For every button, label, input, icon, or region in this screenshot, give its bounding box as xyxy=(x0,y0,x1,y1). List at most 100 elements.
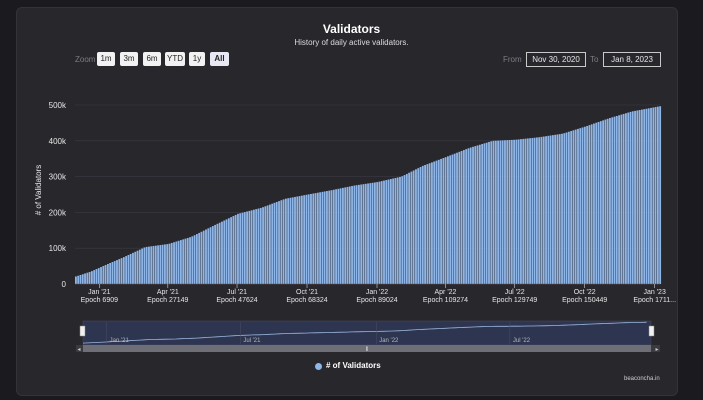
bar[interactable] xyxy=(175,241,178,284)
navigator-selection[interactable] xyxy=(82,320,652,346)
bar[interactable] xyxy=(227,218,230,284)
bar[interactable] xyxy=(150,246,153,284)
bar[interactable] xyxy=(483,143,486,284)
bar[interactable] xyxy=(474,146,477,284)
scroll-right-arrow-icon[interactable]: ▸ xyxy=(655,347,658,353)
bar[interactable] xyxy=(321,191,324,284)
bar[interactable] xyxy=(652,107,655,285)
bar[interactable] xyxy=(478,144,481,284)
legend-item-validators[interactable]: # of Validators xyxy=(326,361,381,370)
bar[interactable] xyxy=(506,140,509,284)
bar[interactable] xyxy=(524,138,527,284)
bar[interactable] xyxy=(234,214,237,284)
bar[interactable] xyxy=(640,109,643,284)
bar[interactable] xyxy=(620,114,623,285)
bar[interactable] xyxy=(545,136,547,284)
bar[interactable] xyxy=(622,113,625,284)
bar[interactable] xyxy=(492,140,495,284)
bar[interactable] xyxy=(389,179,392,284)
bar[interactable] xyxy=(362,184,365,284)
bar[interactable] xyxy=(599,121,602,284)
bar[interactable] xyxy=(481,144,484,284)
bar[interactable] xyxy=(380,181,383,284)
bar[interactable] xyxy=(396,177,399,284)
bar[interactable] xyxy=(540,136,543,284)
bar[interactable] xyxy=(517,139,520,284)
bar[interactable] xyxy=(106,263,109,284)
bar[interactable] xyxy=(531,137,534,284)
bar[interactable] xyxy=(182,239,185,284)
bar[interactable] xyxy=(501,140,504,284)
bar[interactable] xyxy=(520,139,522,284)
bar[interactable] xyxy=(100,267,102,284)
bar[interactable] xyxy=(526,138,529,284)
bar[interactable] xyxy=(282,199,285,284)
bar[interactable] xyxy=(84,273,86,284)
zoom-3m-button[interactable]: 3m xyxy=(120,52,138,66)
bar[interactable] xyxy=(326,191,328,284)
bar[interactable] xyxy=(529,138,531,284)
bar[interactable] xyxy=(209,227,212,284)
bar[interactable] xyxy=(132,252,134,284)
bar[interactable] xyxy=(394,177,397,284)
bar[interactable] xyxy=(310,193,312,284)
bar[interactable] xyxy=(216,223,219,284)
bar[interactable] xyxy=(143,247,146,284)
bar[interactable] xyxy=(95,269,98,284)
bar[interactable] xyxy=(291,197,294,284)
zoom-1m-button[interactable]: 1m xyxy=(97,52,115,66)
bar[interactable] xyxy=(604,119,607,284)
bar[interactable] xyxy=(284,198,287,284)
bar[interactable] xyxy=(223,220,226,284)
bar[interactable] xyxy=(469,147,472,285)
bar[interactable] xyxy=(275,201,278,284)
bar[interactable] xyxy=(456,152,458,284)
bar[interactable] xyxy=(634,110,636,284)
bar[interactable] xyxy=(444,157,447,284)
bar[interactable] xyxy=(465,149,468,284)
bar[interactable] xyxy=(273,202,276,284)
bar[interactable] xyxy=(179,240,182,284)
bar[interactable] xyxy=(300,195,303,284)
bar[interactable] xyxy=(129,253,132,284)
bar[interactable] xyxy=(563,133,566,284)
bar[interactable] xyxy=(417,168,420,284)
bar[interactable] xyxy=(191,236,194,284)
bar[interactable] xyxy=(232,216,235,284)
from-date-input[interactable]: Nov 30, 2020 xyxy=(526,52,586,67)
zoom-1y-button[interactable]: 1y xyxy=(189,52,205,66)
bar[interactable] xyxy=(303,195,306,284)
bar[interactable] xyxy=(385,180,388,284)
bar[interactable] xyxy=(401,176,404,284)
bar[interactable] xyxy=(157,245,159,284)
bar[interactable] xyxy=(371,182,374,284)
bar[interactable] xyxy=(606,118,609,284)
bar[interactable] xyxy=(510,139,513,284)
bar[interactable] xyxy=(195,234,198,284)
bar[interactable] xyxy=(289,197,292,284)
bar[interactable] xyxy=(595,122,598,284)
bar[interactable] xyxy=(467,148,470,284)
scroll-left-arrow-icon[interactable]: ◂ xyxy=(77,347,80,353)
bar[interactable] xyxy=(421,165,424,284)
bar[interactable] xyxy=(618,115,620,284)
bar[interactable] xyxy=(369,183,372,284)
bar[interactable] xyxy=(357,184,360,284)
bar[interactable] xyxy=(189,237,191,284)
bar[interactable] xyxy=(75,276,77,284)
bar[interactable] xyxy=(355,185,358,284)
bar[interactable] xyxy=(177,240,180,284)
bar[interactable] xyxy=(360,184,363,284)
bar[interactable] xyxy=(609,118,611,285)
bar[interactable] xyxy=(593,123,595,284)
bar[interactable] xyxy=(613,116,616,284)
bar[interactable] xyxy=(656,106,659,284)
bar[interactable] xyxy=(367,183,369,284)
legend-marker[interactable] xyxy=(315,363,322,370)
bar[interactable] xyxy=(435,160,438,284)
bar[interactable] xyxy=(335,189,337,284)
bar[interactable] xyxy=(556,134,559,284)
bar[interactable] xyxy=(376,182,379,284)
bar[interactable] xyxy=(266,205,269,284)
bar[interactable] xyxy=(551,135,554,284)
